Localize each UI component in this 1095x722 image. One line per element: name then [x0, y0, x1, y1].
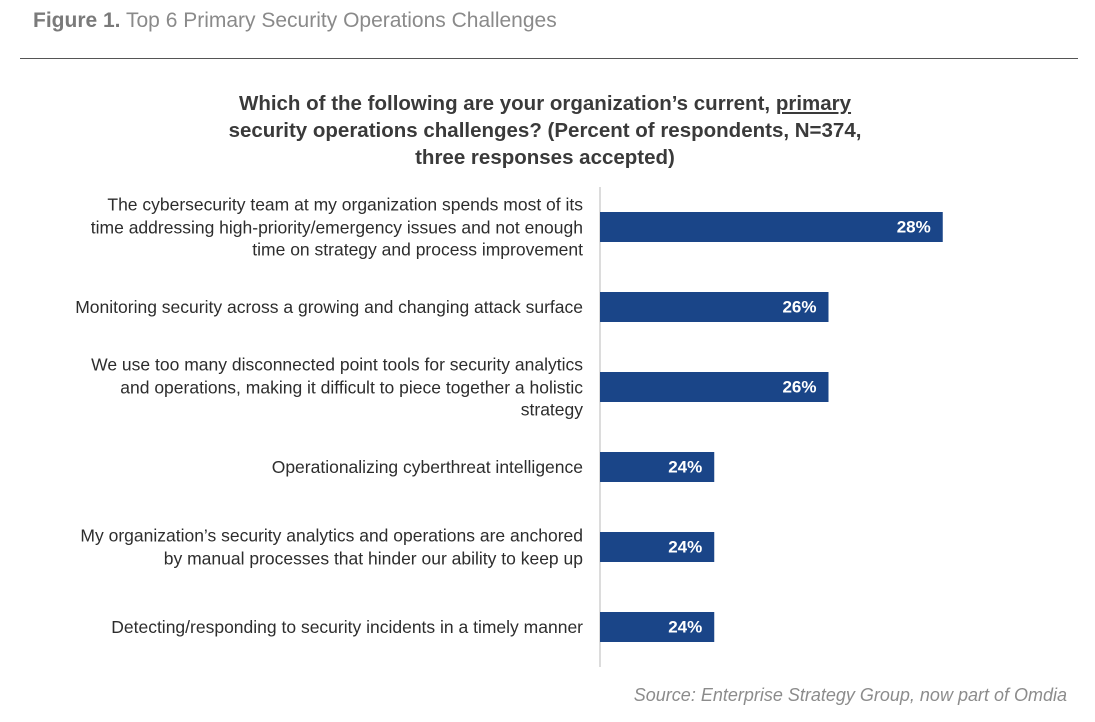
- value-label: 28%: [897, 217, 931, 236]
- category-label: We use too many disconnected point tools…: [91, 354, 583, 420]
- category-label: My organization’s security analytics and…: [80, 525, 583, 569]
- question-text: security operations challenges? (Percent…: [228, 119, 862, 169]
- value-label: 24%: [668, 457, 702, 476]
- question-text: Which of the following are your organiza…: [238, 92, 771, 115]
- bar: [600, 372, 829, 402]
- chart-question: Which of the following are your organiza…: [215, 90, 875, 171]
- category-label: Operationalizing cyberthreat intelligenc…: [271, 456, 583, 477]
- bar: [600, 452, 715, 482]
- bar: [600, 292, 829, 322]
- source: Source: Enterprise Strategy Group, now p…: [633, 685, 1067, 705]
- header-rule: [20, 58, 1078, 59]
- question-emphasis: primary: [775, 92, 852, 115]
- value-label: 24%: [668, 617, 702, 636]
- category-label: Monitoring security across a growing and…: [75, 296, 583, 317]
- value-label: 24%: [668, 537, 702, 556]
- figure-label: Figure 1.: [33, 9, 121, 32]
- value-label: 26%: [782, 297, 816, 316]
- bar: [600, 612, 715, 642]
- category-label: Detecting/responding to security inciden…: [111, 616, 583, 637]
- bar: [600, 212, 943, 242]
- bar: [600, 532, 715, 562]
- category-label: The cybersecurity team at my organizatio…: [90, 194, 583, 260]
- figure-title: Top 6 Primary Security Operations Challe…: [126, 9, 557, 32]
- figure-header: Figure 1. Top 6 Primary Security Operati…: [33, 9, 557, 33]
- value-label: 26%: [782, 377, 816, 396]
